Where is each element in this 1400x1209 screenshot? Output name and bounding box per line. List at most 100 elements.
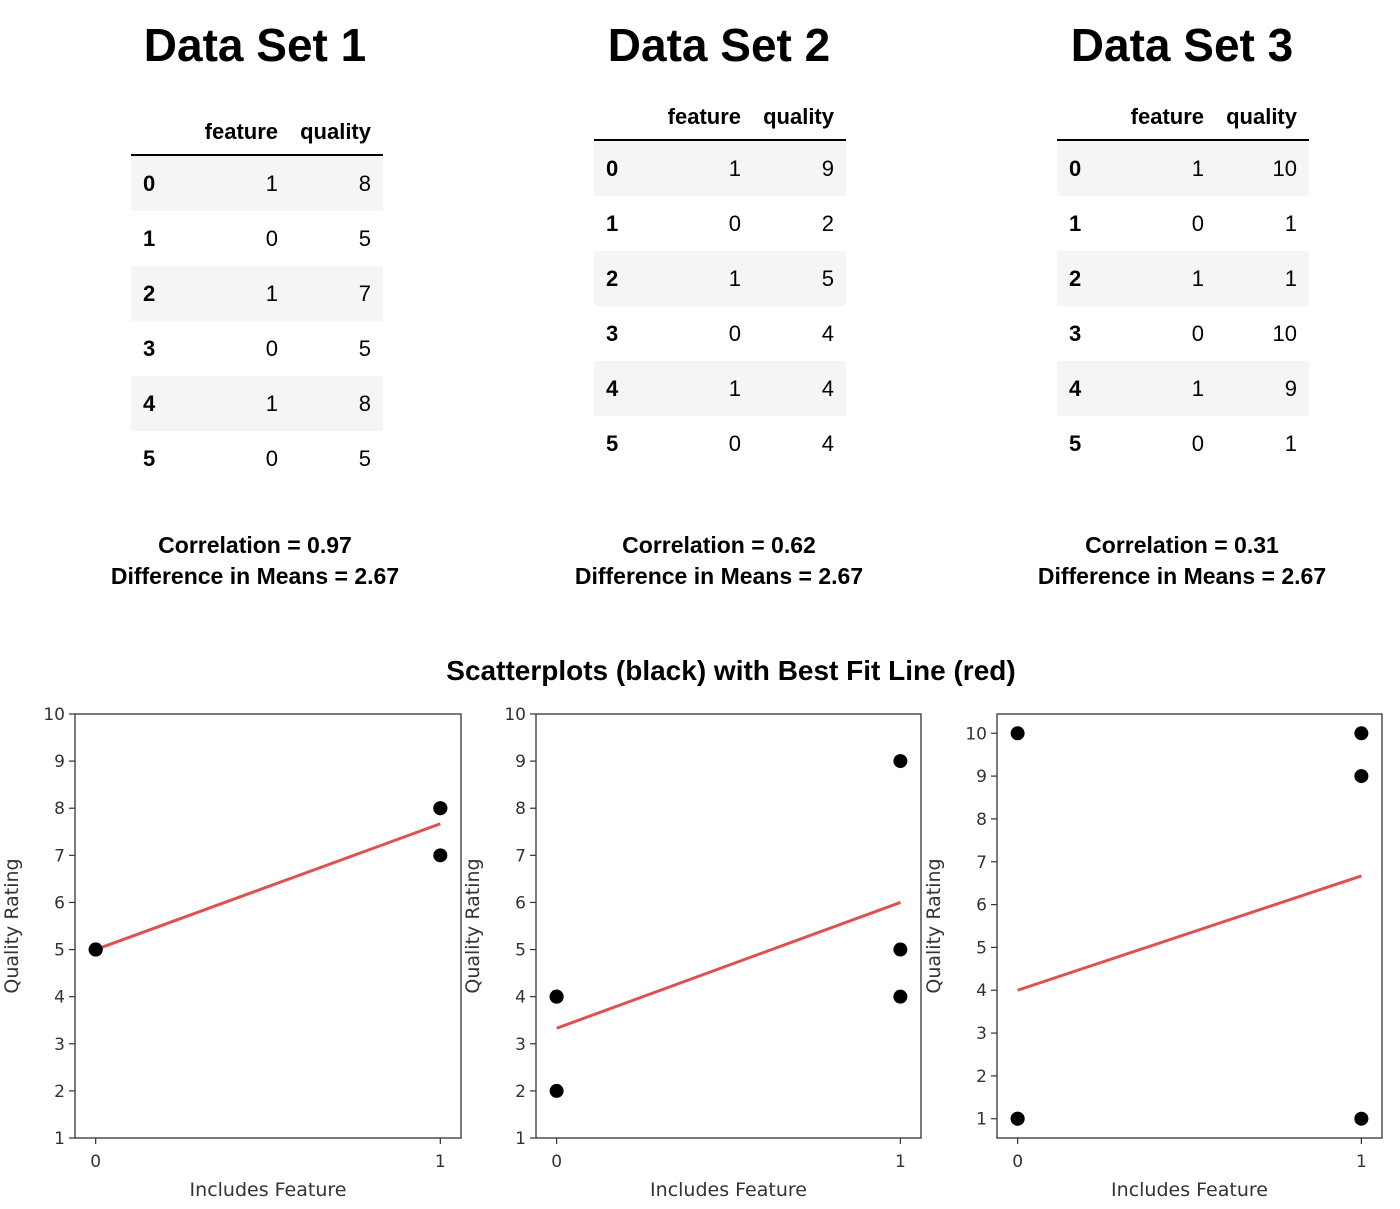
table-row: 2 1 5 <box>594 251 846 306</box>
x-tick-label: 1 <box>895 1152 906 1172</box>
quality-cell: 9 <box>821 155 834 181</box>
y-tick-label: 3 <box>54 1035 65 1055</box>
row-index: 0 <box>143 170 156 196</box>
quality-cell: 5 <box>821 265 834 291</box>
column-header-quality: quality <box>1226 104 1297 129</box>
data-point <box>1354 1111 1369 1126</box>
row-index: 1 <box>143 225 156 251</box>
y-tick-label: 10 <box>965 724 987 744</box>
table-row: 3 0 10 <box>1057 306 1309 361</box>
y-axis-label: Quality Rating <box>462 858 484 993</box>
plot-3-frame <box>996 713 1383 1139</box>
table-header-row: feature quality <box>594 95 846 140</box>
y-tick-label: 8 <box>515 799 526 819</box>
data-point <box>893 942 908 957</box>
quality-cell: 4 <box>821 430 834 456</box>
difference-in-means-text: Difference in Means = 2.67 <box>110 563 400 589</box>
dataset-3-stats: Correlation = 0.31 Difference in Means =… <box>951 530 1400 592</box>
y-tick-label: 9 <box>976 767 987 787</box>
x-axis-label: Includes Feature <box>650 1179 807 1201</box>
table-row: 5 0 1 <box>1057 416 1309 471</box>
quality-cell: 5 <box>358 445 371 471</box>
feature-cell: 1 <box>728 155 741 181</box>
row-index: 2 <box>606 265 619 291</box>
y-tick-label: 8 <box>976 810 987 830</box>
y-tick-label: 4 <box>515 988 526 1008</box>
feature-cell: 0 <box>265 445 278 471</box>
x-tick-label: 0 <box>1012 1152 1023 1172</box>
y-axis-label: Quality Rating <box>1 858 23 993</box>
table-row: 5 0 4 <box>594 416 846 471</box>
x-tick-label: 0 <box>551 1152 562 1172</box>
table-row: 4 1 8 <box>131 376 383 431</box>
feature-cell: 1 <box>265 390 278 416</box>
y-tick-label: 7 <box>54 846 65 866</box>
feature-cell: 1 <box>1191 265 1204 291</box>
data-point <box>88 942 103 957</box>
y-tick-label: 1 <box>515 1129 526 1149</box>
feature-cell: 1 <box>1191 375 1204 401</box>
x-tick-label: 1 <box>435 1152 446 1172</box>
y-tick-label: 8 <box>54 799 65 819</box>
table-row: 0 1 10 <box>1057 140 1309 196</box>
table-row: 3 0 4 <box>594 306 846 361</box>
feature-cell: 1 <box>728 375 741 401</box>
quality-cell: 5 <box>358 225 371 251</box>
table-row: 4 1 9 <box>1057 361 1309 416</box>
y-tick-label: 1 <box>976 1110 987 1130</box>
data-point <box>1010 726 1025 741</box>
feature-cell: 1 <box>1191 155 1204 181</box>
x-tick-label: 0 <box>90 1152 101 1172</box>
row-index: 4 <box>1069 375 1082 401</box>
y-tick-label: 7 <box>515 846 526 866</box>
feature-cell: 0 <box>265 335 278 361</box>
difference-in-means-text: Difference in Means = 2.67 <box>574 563 864 589</box>
dataset-2-table: feature quality 0 1 9 1 0 2 2 1 5 3 0 4 4 1 4 5 0 4 <box>594 95 846 471</box>
dataset-1-title: Data Set 1 <box>143 19 367 71</box>
row-index: 2 <box>143 280 156 306</box>
y-tick-label: 3 <box>515 1035 526 1055</box>
y-tick-label: 10 <box>43 705 65 725</box>
feature-cell: 0 <box>265 225 278 251</box>
y-tick-label: 6 <box>976 896 987 916</box>
best-fit-line <box>556 901 901 1030</box>
data-point <box>893 754 908 769</box>
table-row: 1 0 2 <box>594 196 846 251</box>
row-index: 4 <box>606 375 619 401</box>
x-tick-label: 1 <box>1356 1152 1367 1172</box>
row-index: 3 <box>143 335 156 361</box>
feature-cell: 0 <box>1191 320 1204 346</box>
table-row: 3 0 5 <box>131 321 383 376</box>
y-axis-label: Quality Rating <box>923 858 945 993</box>
quality-cell: 8 <box>358 390 371 416</box>
quality-cell: 1 <box>1284 265 1297 291</box>
quality-cell: 5 <box>358 335 371 361</box>
quality-cell: 4 <box>821 375 834 401</box>
table-row: 2 1 7 <box>131 266 383 321</box>
dataset-2-stats: Correlation = 0.62 Difference in Means =… <box>488 530 950 592</box>
y-tick-label: 2 <box>976 1067 987 1087</box>
table-header-row: feature quality <box>131 110 383 155</box>
best-fit-line <box>95 822 441 951</box>
row-index: 1 <box>606 210 619 236</box>
data-point <box>433 848 448 863</box>
y-tick-label: 10 <box>504 705 526 725</box>
column-header-feature: feature <box>1130 104 1204 129</box>
y-tick-label: 9 <box>515 752 526 772</box>
table-row: 2 1 1 <box>1057 251 1309 306</box>
y-tick-label: 6 <box>54 893 65 913</box>
x-axis-label: Includes Feature <box>1111 1179 1268 1201</box>
quality-cell: 8 <box>358 170 371 196</box>
table-row: 0 1 9 <box>594 140 846 196</box>
y-tick-label: 2 <box>54 1082 65 1102</box>
plot-1-frame <box>74 713 462 1139</box>
dataset-1-stats: Correlation = 0.97 Difference in Means =… <box>24 530 486 592</box>
plot-2-frame <box>535 713 922 1139</box>
row-index: 2 <box>1069 265 1082 291</box>
y-tick-label: 5 <box>54 941 65 961</box>
table-row: 0 1 8 <box>131 155 383 211</box>
y-tick-label: 5 <box>976 938 987 958</box>
row-index: 5 <box>143 445 156 471</box>
table-row: 1 0 1 <box>1057 196 1309 251</box>
